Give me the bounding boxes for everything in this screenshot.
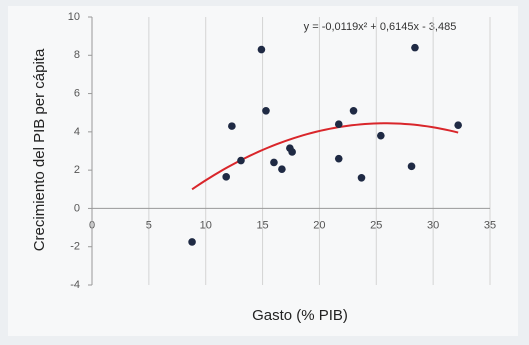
point: [357, 174, 366, 182]
x-tick-label: 15: [256, 219, 268, 231]
point: [222, 173, 230, 181]
point: [454, 121, 462, 129]
y-tick-label: -4: [70, 279, 80, 291]
trendline: [191, 122, 459, 191]
point: [228, 122, 236, 130]
point: [377, 131, 385, 140]
y-axis-title: Crecimiento del PIB per cápita: [31, 48, 48, 251]
x-tick-label: 5: [146, 219, 152, 231]
point: [270, 158, 278, 167]
x-tick-label: 30: [427, 219, 439, 231]
point: [188, 238, 196, 246]
point: [237, 156, 245, 165]
trendline-equation: y = -0,0119x² + 0,6145x - 3,485: [304, 21, 457, 33]
x-tick-label: 35: [484, 219, 496, 231]
y-tick-label: -2: [70, 241, 80, 253]
point: [407, 162, 416, 171]
point: [334, 154, 343, 163]
y-tick-label: 2: [74, 164, 80, 176]
y-tick-label: 10: [68, 11, 80, 23]
point: [334, 120, 343, 128]
point: [288, 148, 296, 156]
point: [278, 165, 286, 173]
y-tick-label: 8: [74, 49, 80, 61]
x-tick-label: 10: [200, 219, 212, 231]
point: [262, 107, 270, 115]
y-tick-label: 4: [74, 126, 80, 138]
x-axis-title: Gasto (% PIB): [252, 307, 348, 324]
point: [411, 43, 419, 52]
y-tick-label: 0: [74, 202, 80, 214]
x-tick-label: 25: [370, 219, 382, 231]
y-tick-label: 6: [74, 87, 80, 99]
x-tick-label: 20: [313, 219, 325, 231]
point: [349, 107, 358, 115]
point: [257, 45, 266, 54]
